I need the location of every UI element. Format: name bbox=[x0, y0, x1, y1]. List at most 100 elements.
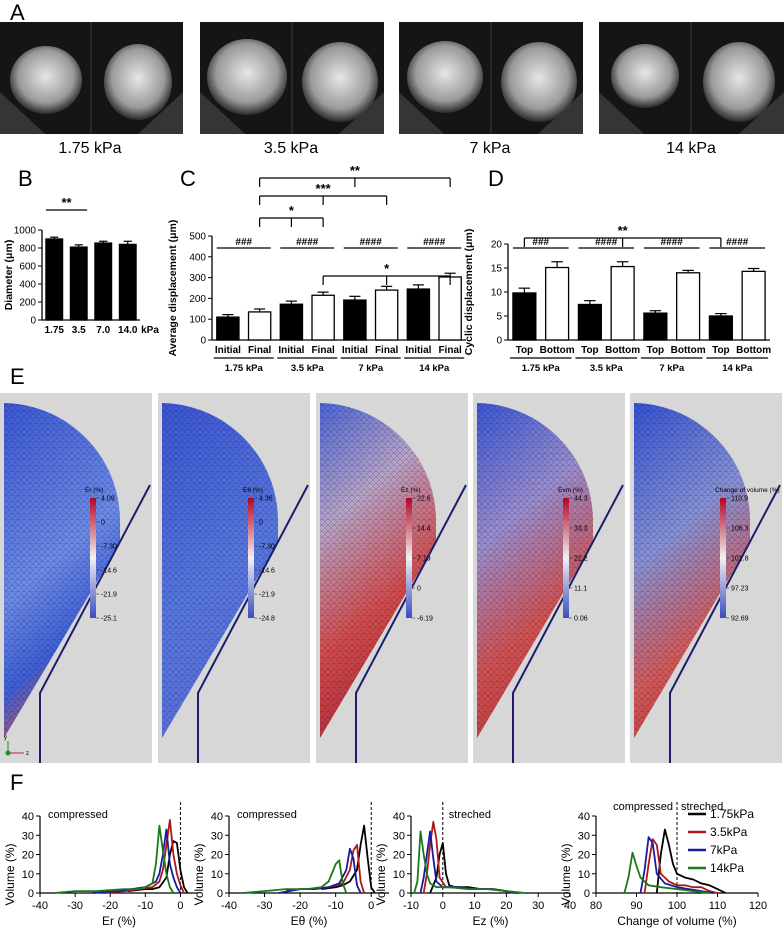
colorbar-tick-label: 0 bbox=[417, 586, 421, 593]
x-tick-label: 100 bbox=[668, 900, 686, 912]
y-tick-label: 10 bbox=[578, 869, 590, 881]
fe-map-vol: Change of volume (%) 110.9 106.3 101.8 97.23… bbox=[630, 393, 782, 763]
y-tick-label: 30 bbox=[578, 830, 590, 842]
y-tick-label: 400 bbox=[189, 252, 206, 263]
y-tick-label: 600 bbox=[19, 262, 36, 273]
bar bbox=[438, 276, 462, 341]
bar bbox=[708, 315, 733, 341]
group-label: 3.5 kPa bbox=[291, 363, 324, 374]
y-tick-label: 30 bbox=[393, 830, 405, 842]
y-tick-label: 40 bbox=[211, 811, 223, 823]
series-line-14kPa bbox=[413, 830, 526, 894]
y-tick-label: 10 bbox=[211, 869, 223, 881]
condition-label: 1.75 kPa bbox=[58, 140, 122, 157]
colorbar-tick-label: 11.1 bbox=[574, 586, 587, 593]
micrograph-3-5kpa bbox=[200, 22, 384, 134]
colorbar-tick-label: 44.3 bbox=[574, 496, 588, 503]
colorbar bbox=[248, 498, 254, 618]
y-tick-label: 0 bbox=[200, 336, 206, 347]
colorbar-tick-label: 97.23 bbox=[731, 586, 749, 593]
significance-label: *** bbox=[316, 181, 332, 196]
colorbar-tick-label: 0 bbox=[259, 520, 263, 527]
group-label: 14 kPa bbox=[722, 363, 753, 374]
bar bbox=[643, 312, 668, 341]
y-axis-label: Volume (%) bbox=[559, 843, 573, 905]
y-tick-label: 10 bbox=[22, 869, 34, 881]
y-axis-label: Diameter (μm) bbox=[3, 240, 15, 311]
bar bbox=[69, 246, 88, 321]
colorbar-tick-label: -7.30 bbox=[259, 544, 275, 551]
micrograph-14kpa bbox=[599, 22, 784, 134]
y-axis-label: Average displacement (μm) bbox=[167, 220, 179, 357]
pair-significance-label: ### bbox=[235, 237, 252, 248]
colorbar-title: Evm (%) bbox=[558, 487, 583, 494]
significance-label: ** bbox=[61, 195, 72, 210]
x-tick-label: -20 bbox=[102, 900, 118, 912]
colorbar-tick-label: -14.6 bbox=[259, 568, 275, 575]
series-line-14kPa bbox=[623, 851, 710, 894]
fe-mesh-grid bbox=[477, 403, 593, 738]
x-tick-label: Bottom bbox=[736, 345, 771, 356]
legend-label: 7kPa bbox=[710, 843, 738, 857]
bar bbox=[94, 242, 113, 321]
colorbar-title: Change of volume (%) bbox=[715, 487, 780, 494]
y-tick-label: 20 bbox=[491, 240, 503, 251]
x-axis-label: Eθ (%) bbox=[291, 914, 328, 928]
panel-label-e: E bbox=[10, 364, 25, 389]
colorbar bbox=[90, 498, 96, 618]
colorbar-tick-label: 33.3 bbox=[574, 526, 588, 533]
series-line-14kPa bbox=[243, 859, 348, 894]
y-tick-label: 0 bbox=[399, 888, 405, 900]
x-tick-label: Bottom bbox=[671, 345, 706, 356]
y-tick-label: 10 bbox=[393, 869, 405, 881]
legend-label: 14kPa bbox=[710, 861, 744, 875]
colorbar-tick-label: 14.4 bbox=[417, 526, 431, 533]
fe-mesh-grid bbox=[162, 403, 278, 738]
y-axis-label: Volume (%) bbox=[192, 843, 206, 905]
y-tick-label: 5 bbox=[496, 312, 502, 323]
x-tick-label: -30 bbox=[67, 900, 83, 912]
y-tick-label: 200 bbox=[189, 294, 206, 305]
x-tick-label: Final bbox=[248, 345, 272, 356]
pair-significance-label: #### bbox=[296, 237, 319, 248]
bar bbox=[374, 289, 399, 341]
line-chart-F1: 0 10 20 30 40 -40 -30 -20 -10 0 Er (%) Volume (%) co… bbox=[3, 802, 198, 928]
y-tick-label: 20 bbox=[22, 850, 34, 862]
line-chart-F4: 0 10 20 30 40 80 90 100 110 120 Change of volume (… bbox=[559, 801, 767, 928]
colorbar-tick-label: -25.1 bbox=[101, 616, 117, 623]
x-tick-label: 7.0 bbox=[96, 325, 110, 336]
condition-label: 7 kPa bbox=[469, 140, 511, 157]
panel-label-b: B bbox=[18, 166, 33, 191]
y-axis-label: Volume (%) bbox=[3, 843, 17, 905]
micrograph-image bbox=[399, 22, 583, 134]
colorbar-tick-label: 0 bbox=[101, 520, 105, 527]
series-line-1.75kPa bbox=[655, 828, 726, 894]
micrograph-image bbox=[599, 22, 784, 134]
bar bbox=[311, 294, 335, 341]
colorbar-tick-label: 110.9 bbox=[731, 496, 748, 503]
group-label: 1.75 kPa bbox=[522, 363, 561, 374]
fe-mesh-grid bbox=[320, 403, 436, 738]
bar bbox=[45, 238, 64, 321]
x-tick-label: -10 bbox=[137, 900, 153, 912]
x-tick-label: 80 bbox=[590, 900, 602, 912]
condition-label: 14 kPa bbox=[666, 140, 716, 157]
series-line-3.5kPa bbox=[285, 844, 365, 894]
y-tick-label: 30 bbox=[211, 830, 223, 842]
bar bbox=[610, 265, 635, 341]
x-tick-label: 0 bbox=[368, 900, 374, 912]
colorbar-title: Eθ (%) bbox=[243, 487, 263, 494]
fe-mesh-grid bbox=[634, 403, 750, 738]
bar bbox=[512, 292, 537, 341]
group-label: 3.5 kPa bbox=[590, 363, 623, 374]
fe-map-ez: Ez (%) 22.6 14.4 7.19 0 -6.19 bbox=[316, 393, 468, 763]
axis-triad-label: y bbox=[4, 735, 7, 741]
colorbar bbox=[720, 498, 726, 618]
significance-label: * bbox=[289, 203, 295, 218]
x-tick-label: 120 bbox=[749, 900, 767, 912]
x-tick-label: Top bbox=[516, 345, 534, 356]
fe-boundary-line bbox=[512, 484, 624, 763]
micrograph-1-75kpa bbox=[0, 22, 183, 134]
y-tick-label: 0 bbox=[584, 888, 590, 900]
colorbar-tick-label: 101.8 bbox=[731, 556, 749, 563]
